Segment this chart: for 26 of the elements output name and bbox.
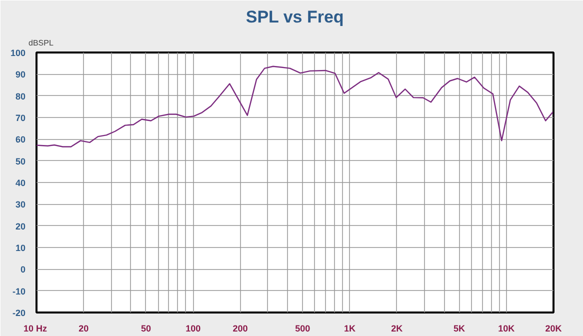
y-tick-label: -20 [12,308,26,318]
x-tick-label: 5K [453,324,466,334]
x-tick-label: 20 [78,324,89,334]
x-tick-label: 200 [232,324,248,334]
y-tick-label: 100 [10,48,26,58]
y-tick-label: 50 [15,156,26,166]
y-tick-label: 40 [15,178,26,188]
x-tick-label: 500 [295,324,310,334]
y-tick-label: 70 [15,113,26,123]
y-tick-label: 90 [15,70,26,80]
y-tick-label: 80 [15,91,26,102]
x-tick-label: 2K [391,324,404,334]
y-tick-label: 10 [15,243,26,253]
y-axis-title: dBSPL [28,38,54,48]
y-tick-label: 20 [15,221,26,232]
x-tick-label: 100 [186,324,201,334]
x-tick-label: 10K [498,324,516,334]
x-tick-label: 50 [140,324,151,334]
y-tick-label: 30 [15,200,26,210]
y-tick-label: 60 [15,134,26,145]
chart-title: SPL vs Freq [246,8,344,26]
x-tick-label: 1K [344,324,356,334]
x-tick-label: 10 Hz [23,324,48,334]
x-tick-label: 20K [545,324,562,334]
y-tick-label: -10 [12,286,26,296]
y-tick-label: 0 [20,264,26,275]
